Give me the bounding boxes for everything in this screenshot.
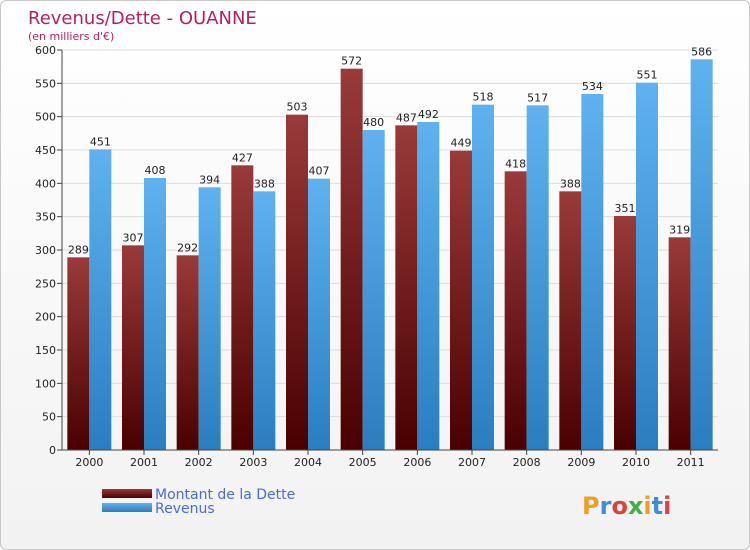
chart-title: Revenus/Dette - OUANNE: [28, 8, 257, 29]
x-axis: 2000 2001 2002 2003 2004 2005 2006 2007 2008 2009…: [62, 449, 718, 469]
y-axis: 0 50 100 150 200 250 300 350 400 450 500 550 600: [35, 44, 63, 457]
data-label-dette: 418: [505, 157, 526, 170]
y-tick-label: 400: [35, 177, 56, 190]
y-tick-label: 500: [35, 111, 56, 124]
data-label-dette: 487: [396, 111, 417, 124]
x-tick-label: 2010: [622, 456, 650, 469]
data-label-revenus: 492: [418, 108, 439, 121]
bar-dette: [559, 191, 582, 451]
x-tick-label: 2009: [567, 456, 595, 469]
y-tick-label: 550: [35, 77, 56, 90]
data-label-dette: 351: [615, 202, 636, 215]
bar-revenus: [526, 105, 549, 450]
x-tick-label: 2002: [185, 456, 213, 469]
data-label-revenus: 480: [363, 116, 384, 129]
data-label-dette: 449: [451, 137, 472, 150]
data-label-revenus: 517: [527, 91, 548, 104]
data-label-dette: 572: [341, 55, 362, 68]
bar-revenus: [198, 187, 221, 451]
y-tick-label: 200: [35, 311, 56, 324]
legend-label-revenus: Revenus: [155, 501, 215, 517]
data-label-revenus: 551: [637, 69, 658, 82]
x-tick-label: 2000: [75, 456, 103, 469]
y-tick-label: 350: [35, 211, 56, 224]
logo-letter: P: [582, 492, 600, 520]
bar-dette: [614, 216, 636, 450]
y-tick-label: 100: [35, 377, 56, 390]
data-label-dette: 503: [287, 101, 308, 114]
bar-dette: [340, 68, 363, 451]
data-label-revenus: 451: [90, 135, 111, 148]
data-label-revenus: 388: [254, 177, 275, 190]
data-label-dette: 307: [123, 231, 144, 244]
y-tick-label: 300: [35, 244, 56, 257]
x-tick-label: 2007: [458, 456, 486, 469]
logo-letter: t: [652, 492, 663, 520]
bar-revenus: [690, 59, 713, 450]
x-tick-label: 2005: [349, 456, 377, 469]
bar-dette: [668, 237, 691, 450]
data-label-dette: 292: [177, 241, 198, 254]
bar-revenus: [362, 130, 385, 450]
bar-revenus: [472, 104, 494, 451]
y-tick-label: 50: [42, 411, 56, 424]
bar-revenus: [636, 82, 658, 451]
data-label-revenus: 407: [309, 165, 330, 178]
data-label-revenus: 394: [199, 173, 220, 186]
y-tick-label: 600: [35, 44, 56, 57]
data-label-revenus: 408: [145, 164, 166, 177]
logo-letter: i: [643, 492, 651, 520]
bar-dette: [450, 150, 472, 450]
logo-letter: o: [611, 492, 628, 520]
data-label-revenus: 518: [473, 91, 494, 104]
bar-dette: [504, 171, 527, 451]
legend-label-debt: Montant de la Dette: [155, 487, 295, 503]
bar-revenus: [253, 191, 276, 451]
data-label-revenus: 534: [582, 80, 603, 93]
y-tick-label: 0: [49, 444, 56, 457]
bar-revenus: [417, 122, 440, 450]
legend-swatch-revenus: [102, 503, 152, 512]
x-tick-label: 2011: [677, 456, 705, 469]
x-tick-label: 2003: [239, 456, 267, 469]
logo-letter: i: [663, 492, 671, 520]
bar-dette: [286, 114, 308, 451]
bars: [67, 59, 713, 451]
x-tick-label: 2006: [403, 456, 431, 469]
data-label-dette: 319: [669, 223, 690, 236]
logo-letter: r: [600, 492, 612, 520]
proxiti-logo: Proxiti: [582, 492, 671, 520]
bar-dette: [395, 125, 418, 450]
logo-letter: x: [628, 492, 644, 520]
bar-revenus: [308, 178, 330, 450]
bar-revenus: [89, 149, 112, 451]
bar-dette: [231, 165, 254, 451]
chart-subtitle: (en milliers d'€): [28, 30, 114, 43]
x-tick-label: 2001: [130, 456, 158, 469]
data-label-dette: 388: [560, 177, 581, 190]
data-label-dette: 427: [232, 151, 253, 164]
y-tick-label: 250: [35, 277, 56, 290]
data-label-revenus: 586: [691, 45, 712, 58]
bar-revenus: [144, 178, 166, 450]
bar-revenus: [581, 94, 604, 450]
bar-dette: [176, 255, 199, 450]
x-tick-label: 2004: [294, 456, 322, 469]
legend: Montant de la Dette Revenus: [102, 487, 295, 517]
x-tick-label: 2008: [513, 456, 541, 469]
data-label-dette: 289: [68, 243, 89, 256]
y-tick-label: 150: [35, 344, 56, 357]
bar-dette: [122, 245, 144, 450]
bar-dette: [67, 257, 90, 450]
y-tick-label: 450: [35, 144, 56, 157]
legend-swatch-debt: [102, 489, 152, 498]
